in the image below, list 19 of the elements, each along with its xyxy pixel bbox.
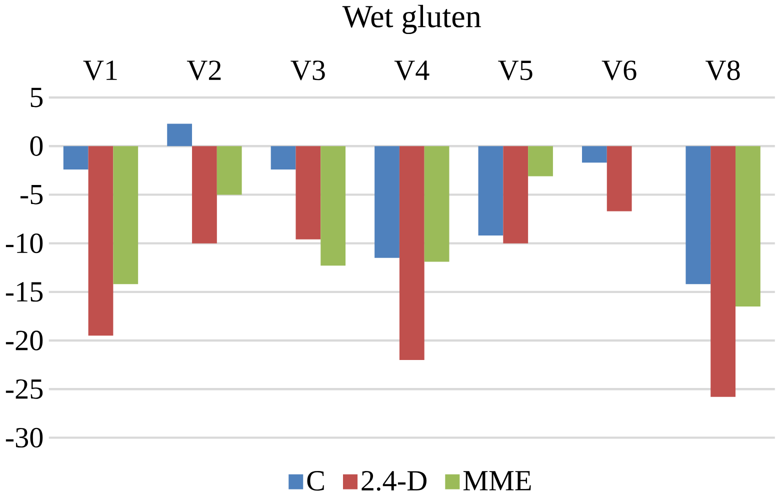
x-tick-label: V5 (498, 60, 532, 80)
y-tick-label: -20 (6, 330, 43, 350)
x-tick-label: V2 (186, 60, 221, 80)
x-tick-label: V8 (706, 60, 740, 80)
y-tick-label: -5 (20, 184, 43, 204)
chart-title: Wet gluten (342, 4, 481, 34)
x-tick-label: V1 (83, 60, 117, 80)
y-tick-label: 5 (30, 88, 43, 108)
x-tick-label: V3 (290, 60, 325, 80)
legend-label: 2.4-D (362, 470, 426, 491)
y-tick-label: -10 (6, 233, 43, 253)
y-tick-label: 0 (30, 136, 43, 156)
y-tick-label: -25 (6, 379, 43, 399)
legend-label: C (307, 470, 324, 490)
y-tick-label: -15 (6, 282, 43, 302)
legend-label: MME (463, 470, 531, 490)
x-tick-label: V6 (602, 60, 636, 80)
y-tick-label: -30 (6, 428, 43, 448)
x-tick-label: V4 (394, 60, 430, 80)
